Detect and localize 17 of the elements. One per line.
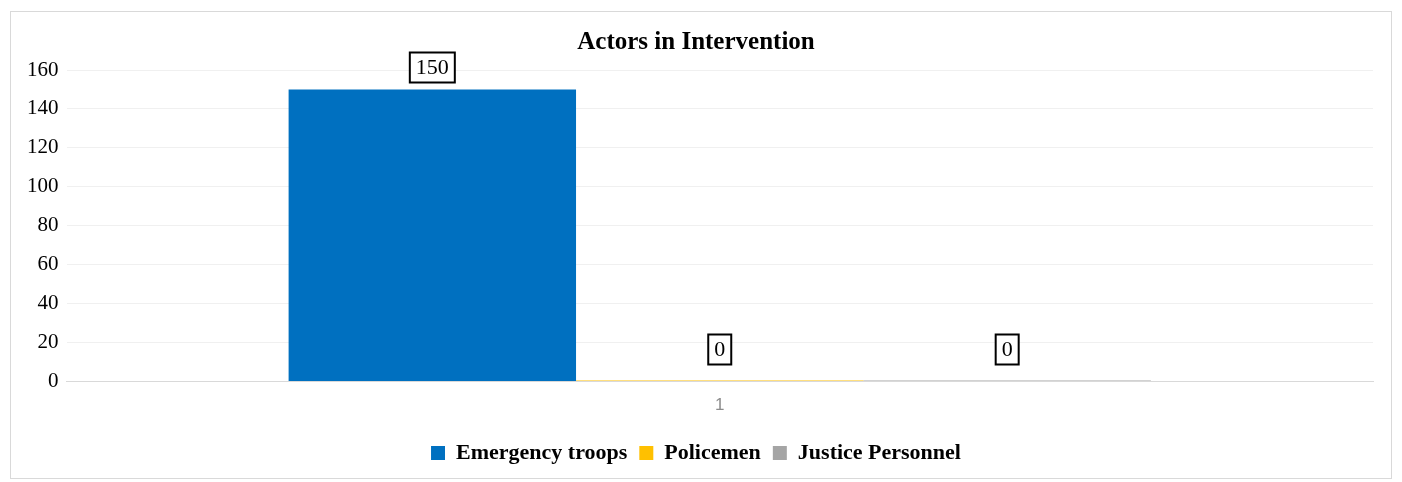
y-tick-label: 120 (27, 134, 59, 159)
chart-title: Actors in Intervention (577, 27, 815, 55)
y-tick-label: 80 (37, 212, 59, 237)
data-label: 150 (415, 54, 449, 80)
y-tick-label: 160 (27, 56, 59, 81)
y-tick-label: 60 (37, 251, 59, 276)
y-tick-label: 40 (37, 290, 59, 315)
data-label: 0 (714, 336, 726, 362)
legend-label: Justice Personnel (797, 438, 961, 464)
y-tick-label: 100 (27, 173, 59, 198)
y-tick-label: 20 (37, 329, 59, 354)
y-tick-label: 140 (27, 95, 59, 120)
legend-label: Emergency troops (456, 438, 628, 464)
x-tick-label: 1 (715, 395, 725, 415)
data-label: 0 (1001, 336, 1013, 362)
y-tick-label: 0 (48, 368, 59, 393)
legend-label: Policemen (664, 438, 761, 464)
